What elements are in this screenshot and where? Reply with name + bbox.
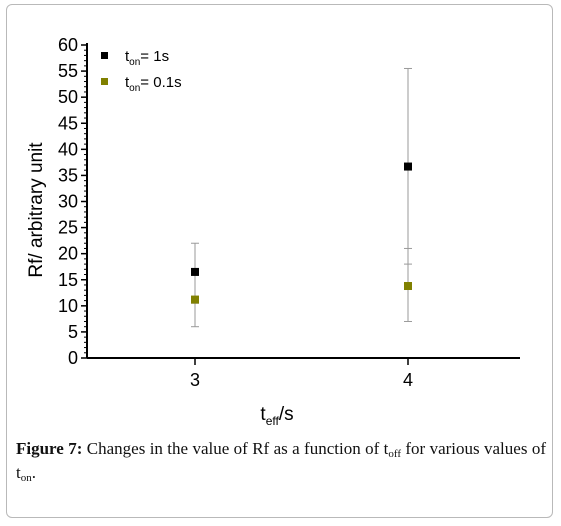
figure-frame (6, 4, 553, 518)
data-points (191, 162, 412, 304)
y-tick-label: 15 (58, 270, 78, 290)
y-ticks: 0 5 10 15 20 25 30 35 40 45 50 55 60 (58, 35, 87, 368)
legend-marker (101, 78, 108, 85)
y-tick-label: 30 (58, 192, 78, 212)
legend-label: ton= 0.1s (125, 74, 182, 94)
y-axis-label: Rf/ arbitrary unit (26, 142, 47, 278)
y-tick-label: 0 (68, 348, 78, 368)
x-tick-label: 4 (403, 370, 413, 390)
y-tick-label: 35 (58, 165, 78, 185)
data-point (191, 295, 199, 304)
y-tick-label: 60 (58, 35, 78, 55)
caption-text-a: Changes in the value of Rf as a function… (82, 439, 389, 458)
y-tick-label: 25 (58, 218, 78, 238)
figure-caption: Figure 7: Changes in the value of Rf as … (16, 437, 546, 485)
y-tick-label: 45 (58, 113, 78, 133)
x-axis-label: teff/s (260, 404, 293, 428)
y-tick-label: 40 (58, 139, 78, 159)
x-tick-label: 3 (190, 370, 200, 390)
data-point (191, 267, 199, 276)
y-tick-label: 50 (58, 87, 78, 107)
y-tick-label: 55 (58, 61, 78, 81)
data-point (404, 282, 412, 291)
y-tick-label: 5 (68, 322, 78, 342)
caption-text-c: . (31, 463, 36, 482)
legend-marker (101, 52, 108, 59)
caption-sub-b: on (20, 472, 32, 484)
error-bars (191, 67, 412, 328)
data-point (404, 162, 412, 171)
caption-sub-a: off (388, 448, 401, 460)
legend-label: ton= 1s (125, 48, 169, 68)
caption-text-b: for various values of t (16, 439, 546, 482)
legend: ton= 1s ton= 0.1s (101, 48, 182, 94)
y-tick-label: 10 (58, 296, 78, 316)
caption-label: Figure 7: (16, 439, 83, 458)
y-tick-label: 20 (58, 244, 78, 264)
